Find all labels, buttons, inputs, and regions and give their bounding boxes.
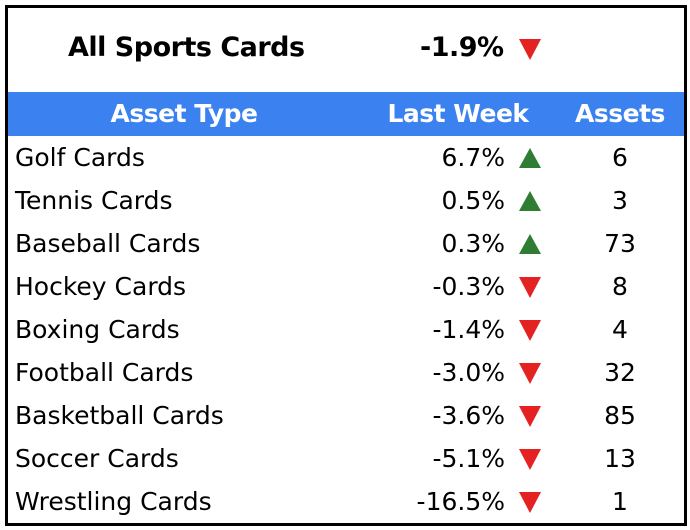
asset-type-cell: Basketball Cards [15,401,224,430]
last-week-change-cell: -0.3% [432,272,505,301]
last-week-change-cell: -1.4% [432,315,505,344]
asset-type-cell: Baseball Cards [15,229,201,258]
last-week-change-cell: 0.3% [441,229,505,258]
asset-count-cell: 32 [604,358,636,387]
asset-count-cell: 85 [604,401,636,430]
last-week-change-cell: -16.5% [416,487,505,516]
table-row: Hockey Cards -0.3% 8 [8,265,684,308]
table-row: Football Cards -3.0% 32 [8,351,684,394]
table-row: Golf Cards 6.7% 6 [8,136,684,179]
summary-down-arrow-icon [519,39,541,60]
asset-type-cell: Hockey Cards [15,272,187,301]
column-header-assets: Assets [575,99,665,128]
asset-count-cell: 73 [604,229,636,258]
table-row: Soccer Cards -5.1% 13 [8,437,684,480]
down-arrow-icon [519,492,541,513]
table-row: Baseball Cards 0.3% 73 [8,222,684,265]
column-header-last-week: Last Week [387,99,529,128]
asset-count-cell: 3 [612,186,628,215]
last-week-change-cell: -3.6% [432,401,505,430]
summary-title: All Sports Cards [68,32,305,63]
column-header-asset-type: Asset Type [110,99,258,128]
last-week-change-cell: -5.1% [432,444,505,473]
table-row: Tennis Cards 0.5% 3 [8,179,684,222]
down-arrow-icon [519,449,541,470]
table-row: Basketball Cards -3.6% 85 [8,394,684,437]
asset-type-cell: Golf Cards [15,143,145,172]
summary-change: -1.9% [420,32,504,63]
asset-type-cell: Wrestling Cards [15,487,212,516]
asset-type-cell: Football Cards [15,358,194,387]
down-arrow-icon [519,363,541,384]
down-arrow-icon [519,406,541,427]
sports-cards-table: All Sports Cards -1.9% Asset Type Last W… [5,5,687,526]
asset-count-cell: 1 [612,487,628,516]
last-week-change-cell: -3.0% [432,358,505,387]
asset-count-cell: 13 [604,444,636,473]
down-arrow-icon [519,277,541,298]
asset-count-cell: 6 [612,143,628,172]
asset-type-cell: Tennis Cards [15,186,173,215]
last-week-change-cell: 6.7% [441,143,505,172]
table-body: Golf Cards 6.7% 6 Tennis Cards 0.5% 3 Baseball… [8,136,684,523]
asset-type-cell: Soccer Cards [15,444,179,473]
asset-count-cell: 8 [612,272,628,301]
up-arrow-icon [519,191,541,211]
summary-row: All Sports Cards -1.9% [8,8,684,92]
up-arrow-icon [519,234,541,254]
table-row: Boxing Cards -1.4% 4 [8,308,684,351]
last-week-change-cell: 0.5% [441,186,505,215]
asset-type-cell: Boxing Cards [15,315,180,344]
down-arrow-icon [519,320,541,341]
table-header: Asset Type Last Week Assets [8,92,684,136]
up-arrow-icon [519,148,541,168]
table-row: Wrestling Cards -16.5% 1 [8,480,684,523]
asset-count-cell: 4 [612,315,628,344]
